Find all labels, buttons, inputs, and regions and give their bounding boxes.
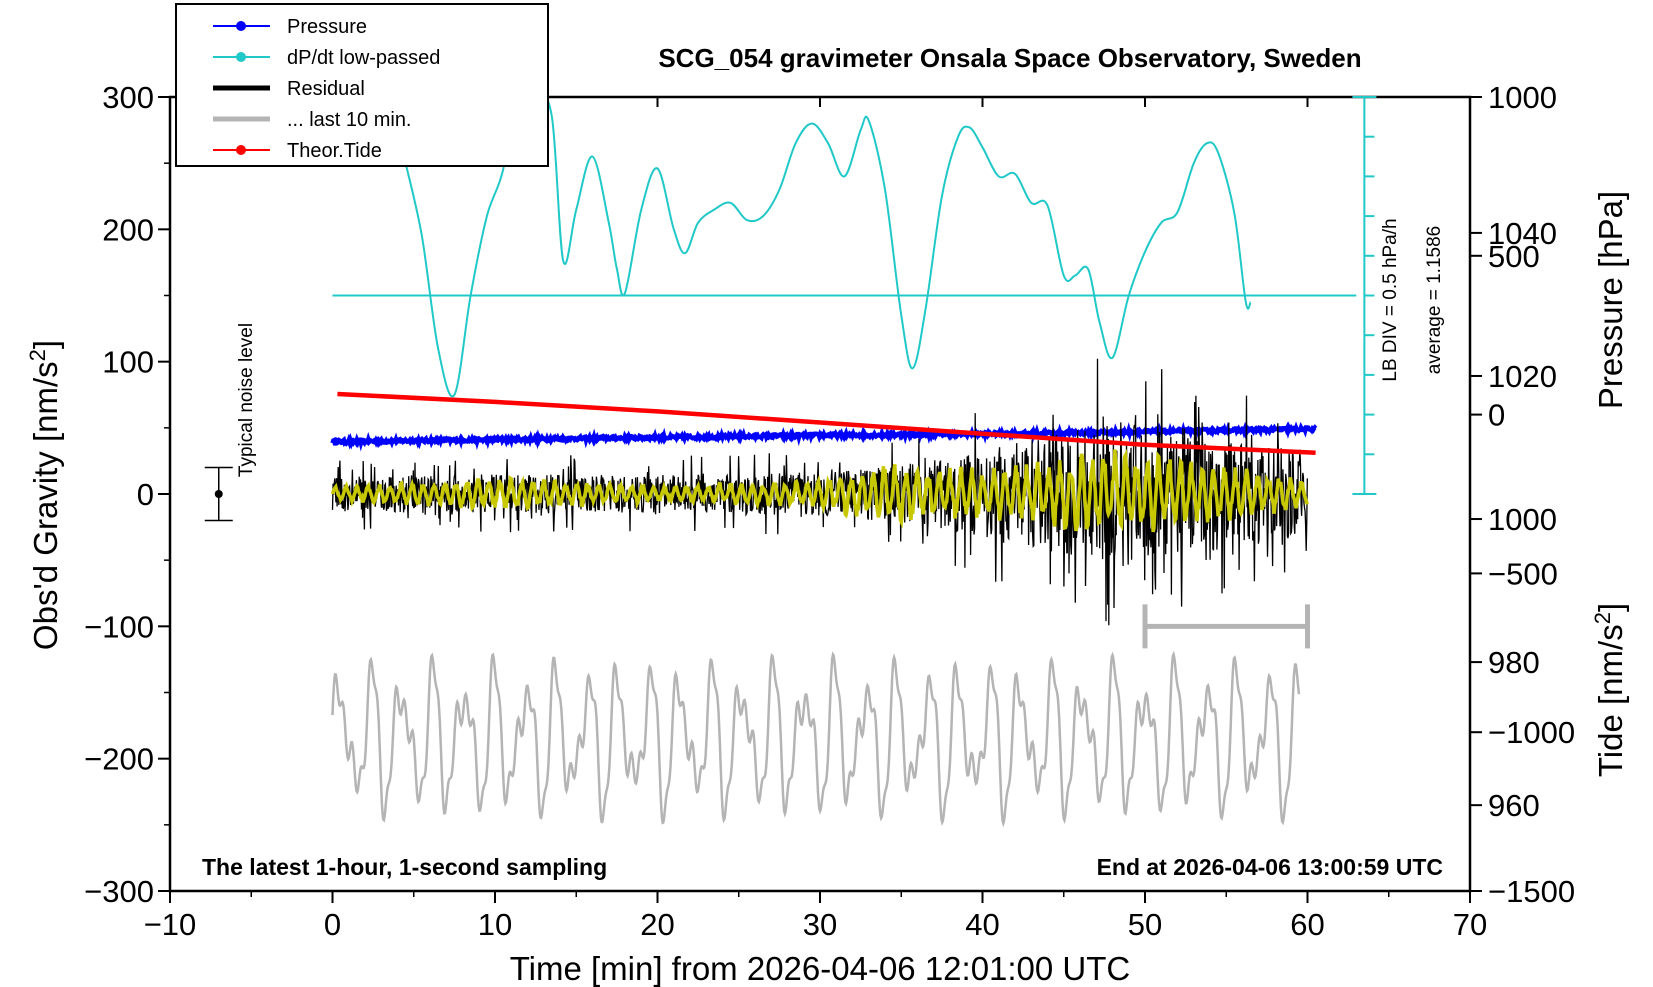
lb-div-label: LB DIV = 0.5 hPa/h	[1380, 218, 1401, 381]
ddt-line	[404, 75, 1252, 398]
axes-group: −10 0 10 20 30 40 50 60 70−300−200−1000100200300…	[84, 80, 1575, 942]
y-tick-label: 0	[137, 477, 154, 512]
noise-level-label: Typical noise level	[236, 323, 257, 477]
ddt-series-group	[332, 75, 1357, 398]
x-tick-label: 10	[478, 907, 512, 942]
legend-label: Theor.Tide	[287, 140, 382, 162]
x-tick-label: 30	[803, 907, 837, 942]
y-tick-label: −300	[84, 874, 154, 909]
tide-tick-label: 1000	[1488, 80, 1557, 115]
x-axis-label: Time [min] from 2026-04-06 12:01:00 UTC	[510, 950, 1131, 987]
tide-line	[337, 391, 1316, 455]
annotation-bottom-right: End at 2026-04-06 13:00:59 UTC	[1097, 854, 1443, 880]
noise-level-group	[204, 466, 233, 522]
lb-div-scale-group	[1352, 96, 1377, 495]
residual-lowpass-series-group	[330, 448, 1310, 533]
tide-tick-label: −500	[1488, 556, 1558, 591]
legend-item: Pressure	[213, 16, 367, 38]
y-axis-label-left-sup: 2	[25, 349, 50, 361]
tide-tick-label: 500	[1488, 239, 1540, 274]
y-tick-label: −200	[84, 742, 154, 777]
y-axis-label-pressure: Pressure [hPa]	[1592, 191, 1629, 409]
pressure-line	[330, 421, 1318, 452]
x-tick-label: 60	[1290, 907, 1324, 942]
residual-lowpass-line	[330, 448, 1310, 533]
y-tick-label: 300	[102, 80, 154, 115]
tide-tick-label: −1000	[1488, 715, 1575, 750]
pressure-tick-label: 1000	[1488, 502, 1557, 537]
legend-label: ... last 10 min.	[287, 109, 412, 131]
x-tick-label: −10	[144, 907, 197, 942]
legend-label: Pressure	[287, 16, 367, 38]
legend-item: dP/dt low-passed	[213, 47, 440, 69]
noise-dot	[214, 490, 223, 498]
pressure-tick-label: 1020	[1488, 359, 1557, 394]
legend-swatch-dot	[236, 52, 246, 62]
y-tick-label: 200	[102, 212, 154, 247]
pressure-tick-label: 980	[1488, 645, 1540, 680]
y-axis-label-tide: Tide [nm/s2]	[1590, 603, 1630, 777]
last-10-min-bracket-group	[1142, 604, 1310, 649]
legend-box	[175, 3, 549, 167]
y-tick-label: 100	[102, 345, 154, 380]
x-tick-label: 20	[640, 907, 674, 942]
pressure-tick-label: 960	[1488, 788, 1540, 823]
residual-series-group	[331, 358, 1308, 626]
legend-item: ... last 10 min.	[213, 109, 412, 131]
residual-line	[331, 358, 1308, 626]
average-label: average = 1.1586	[1424, 226, 1445, 374]
x-tick-label: 40	[965, 907, 999, 942]
legend-label: dP/dt low-passed	[287, 47, 440, 69]
x-tick-label: 70	[1453, 907, 1487, 942]
legend: Pressure dP/dt low-passed Residual ... last…	[175, 3, 549, 167]
legend-swatch-dot	[236, 21, 246, 31]
chart-title: SCG_054 gravimeter Onsala Space Observat…	[658, 43, 1361, 73]
pressure-series-group	[330, 421, 1318, 452]
x-tick-label: 0	[324, 907, 341, 942]
legend-item: Residual	[213, 78, 365, 100]
legend-label: Residual	[287, 78, 365, 100]
annotation-bottom-left: The latest 1-hour, 1-second sampling	[202, 854, 607, 880]
microseism-series-group	[331, 650, 1301, 828]
y-tick-label: −100	[84, 609, 154, 644]
y-axis-label-left: Obs'd Gravity [nm/s2]	[25, 340, 65, 650]
tide-tick-label: 0	[1488, 398, 1505, 433]
pressure-tick-label: 1040	[1488, 216, 1557, 251]
legend-swatch-dot	[236, 145, 246, 155]
y-axis-label-tide-sup: 2	[1590, 612, 1615, 624]
legend-item: Theor.Tide	[213, 140, 382, 162]
tide-series-group	[337, 391, 1316, 455]
x-tick-label: 50	[1128, 907, 1162, 942]
tide-tick-label: −1500	[1488, 874, 1575, 909]
microseism-line	[331, 650, 1301, 828]
